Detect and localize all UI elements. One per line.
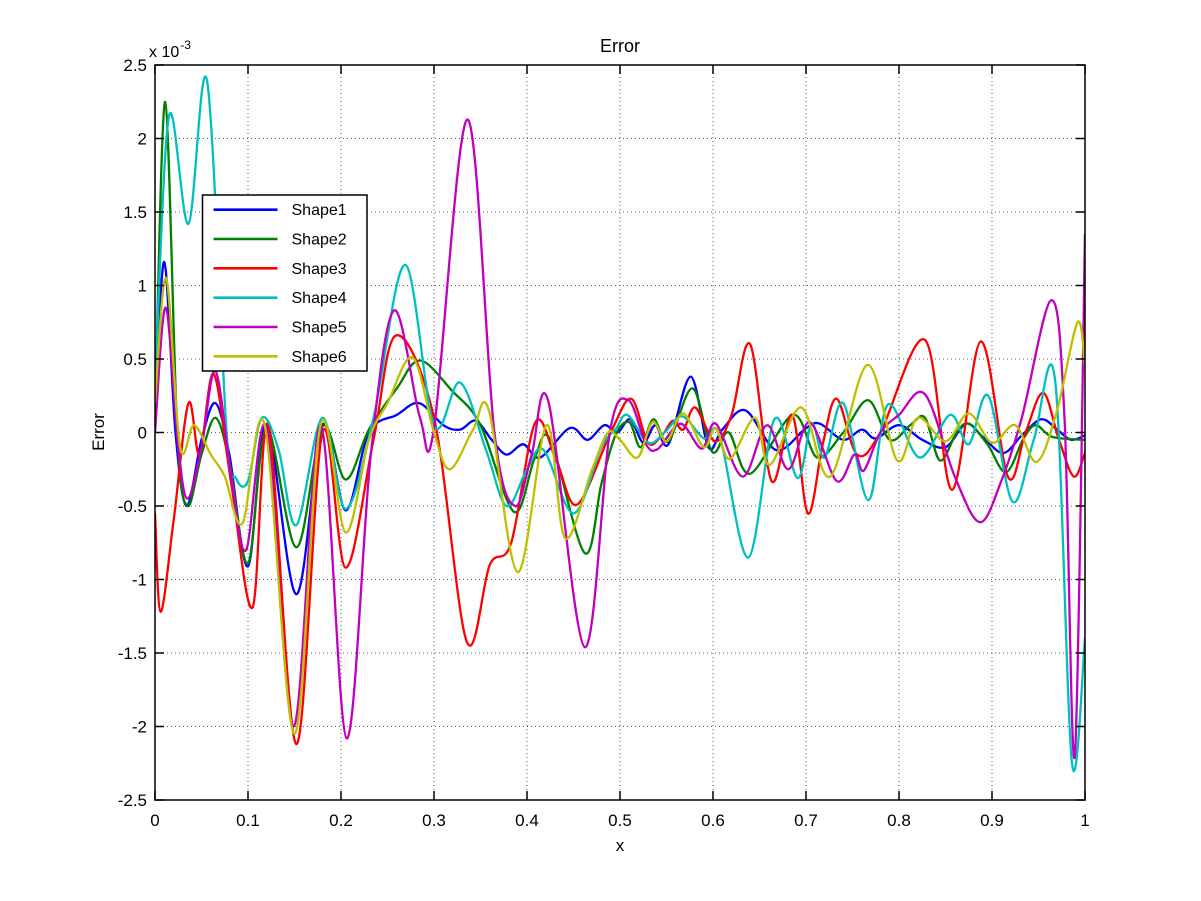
x-axis-label: x [616, 836, 625, 855]
scale-prefix: x 10 [149, 44, 179, 61]
legend-label-Shape4: Shape4 [292, 290, 347, 307]
x-tick-label: 0 [150, 811, 159, 830]
y-axis-label: Error [89, 413, 108, 451]
y-tick-label: 2.5 [123, 56, 147, 75]
axes-box-and-ticks [154, 64, 1086, 801]
y-tick-label: 1.5 [123, 203, 147, 222]
y-tick-label: -2 [132, 718, 147, 737]
legend-label-Shape2: Shape2 [292, 232, 347, 249]
series-curves [155, 75, 1085, 773]
y-axis-scale-label: x 10-3 [149, 38, 191, 61]
tick-labels: 0 0.1 0.2 0.3 0.4 0.5 0.6 0.7 0.8 0.9 1 2.5 2 1.5 1 0.5… [118, 56, 1090, 830]
series-line-Shape3 [155, 334, 1085, 746]
legend-label-Shape6: Shape6 [292, 349, 347, 366]
x-tick-label: 0.2 [329, 811, 353, 830]
y-tick-label: -2.5 [118, 791, 147, 810]
legend-label-Shape1: Shape1 [292, 202, 347, 219]
x-tick-label: 0.9 [980, 811, 1004, 830]
y-tick-label: 2 [138, 130, 147, 149]
plot-title: Error [600, 36, 640, 56]
x-tick-label: 1 [1080, 811, 1089, 830]
legend-frame [201, 194, 368, 372]
grid-lines [155, 65, 1085, 800]
x-tick-label: 0.1 [236, 811, 260, 830]
scale-exponent: -3 [180, 38, 191, 52]
y-tick-label: 1 [138, 277, 147, 296]
legend-label-Shape5: Shape5 [292, 320, 347, 337]
x-tick-label: 0.7 [794, 811, 818, 830]
series-line-Shape6 [155, 276, 1085, 736]
y-tick-label: 0.5 [123, 350, 147, 369]
x-tick-label: 0.5 [608, 811, 632, 830]
y-tick-label: -1.5 [118, 644, 147, 663]
x-tick-label: 0.4 [515, 811, 539, 830]
legend-label-Shape3: Shape3 [292, 261, 347, 278]
y-tick-label: -1 [132, 571, 147, 590]
x-tick-label: 0.8 [887, 811, 911, 830]
legend-box: Shape1 Shape2 Shape3 Shape4 Shape5 Shape6 [201, 194, 368, 372]
series-line-Shape5 [155, 118, 1085, 760]
x-tick-label: 0.3 [422, 811, 446, 830]
x-tick-label: 0.6 [701, 811, 725, 830]
y-tick-label: 0 [138, 424, 147, 443]
y-tick-label: -0.5 [118, 497, 147, 516]
